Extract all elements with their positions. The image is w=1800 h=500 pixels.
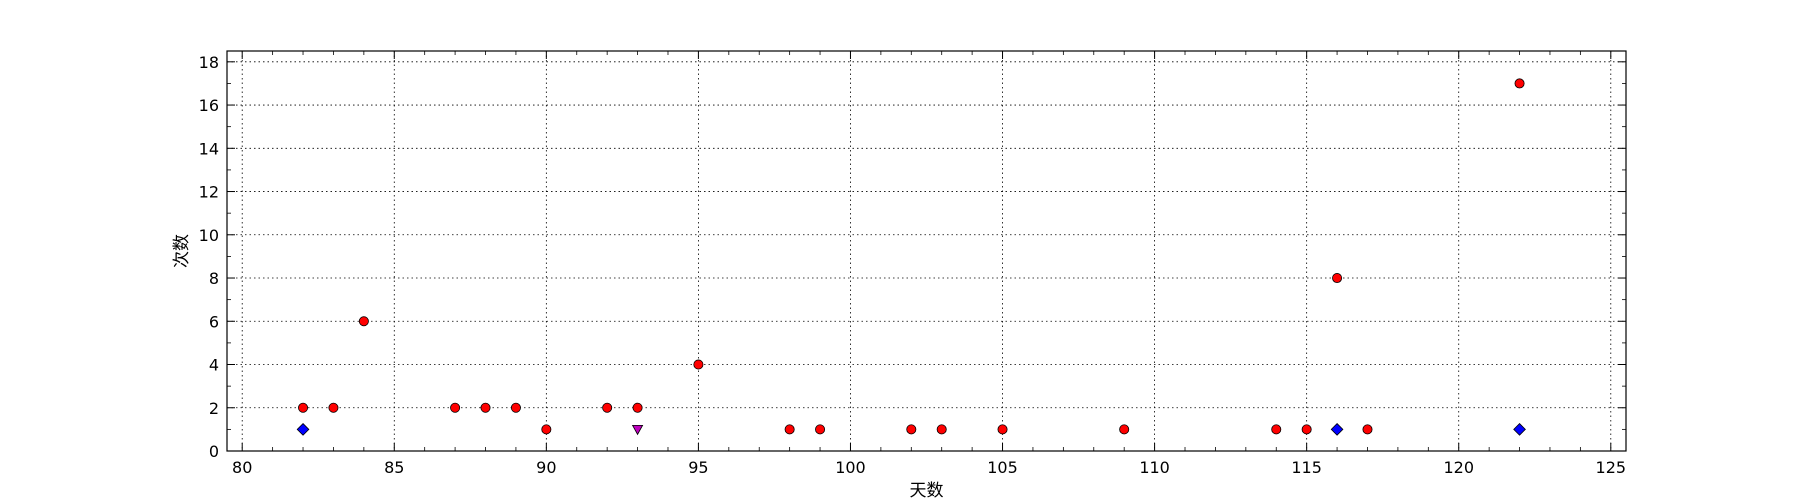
y-tick-label: 14 — [199, 139, 219, 158]
data-point-circle — [298, 402, 309, 413]
x-tick-label: 110 — [1139, 458, 1170, 477]
data-point-circle — [1119, 424, 1130, 435]
plot-border — [226, 50, 1627, 452]
y-tick-label: 0 — [209, 442, 219, 461]
data-point-circle — [1271, 424, 1282, 435]
data-point-triangle — [631, 424, 644, 436]
data-points — [296, 78, 1526, 436]
axis-ticks: 80 85 90 95 100 105 110 115 120 125 0 2 4 6 8 10 12 14 16 1… — [199, 51, 1626, 477]
x-axis-label: 天数 — [910, 481, 944, 500]
grid — [227, 51, 1626, 451]
data-point-circle — [632, 402, 643, 413]
data-point-circle — [450, 402, 461, 413]
y-tick-label: 18 — [199, 53, 219, 72]
y-tick-label: 16 — [199, 96, 219, 115]
data-point-circle — [1301, 424, 1312, 435]
data-point-circle — [1332, 273, 1343, 284]
data-point-circle — [936, 424, 947, 435]
data-point-circle — [784, 424, 795, 435]
y-tick-label: 6 — [209, 312, 219, 331]
y-tick-label: 12 — [199, 183, 219, 202]
data-point-circle — [815, 424, 826, 435]
x-tick-label: 85 — [384, 458, 404, 477]
data-point-diamond — [296, 423, 310, 436]
plot-frame — [226, 50, 1627, 452]
x-tick-label: 80 — [232, 458, 252, 477]
x-tick-label: 90 — [536, 458, 556, 477]
data-point-diamond — [1330, 423, 1344, 436]
y-tick-label: 10 — [199, 226, 219, 245]
data-point-circle — [693, 359, 704, 370]
y-tick-label: 8 — [209, 269, 219, 288]
y-tick-label: 4 — [209, 356, 219, 375]
data-point-circle — [541, 424, 552, 435]
data-point-circle — [602, 402, 613, 413]
x-tick-label: 100 — [835, 458, 866, 477]
data-point-circle — [1362, 424, 1373, 435]
x-tick-label: 125 — [1596, 458, 1627, 477]
data-point-circle — [358, 316, 369, 327]
y-axis-label: 次数 — [172, 234, 192, 268]
data-point-circle — [510, 402, 521, 413]
data-point-circle — [328, 402, 339, 413]
data-point-circle — [997, 424, 1008, 435]
y-tick-label: 2 — [209, 399, 219, 418]
data-point-circle — [480, 402, 491, 413]
data-point-circle — [1514, 78, 1525, 89]
x-tick-label: 105 — [987, 458, 1018, 477]
data-point-circle — [906, 424, 917, 435]
x-tick-label: 115 — [1291, 458, 1322, 477]
data-point-diamond — [1513, 423, 1526, 436]
x-tick-label: 120 — [1443, 458, 1474, 477]
x-tick-label: 95 — [688, 458, 708, 477]
